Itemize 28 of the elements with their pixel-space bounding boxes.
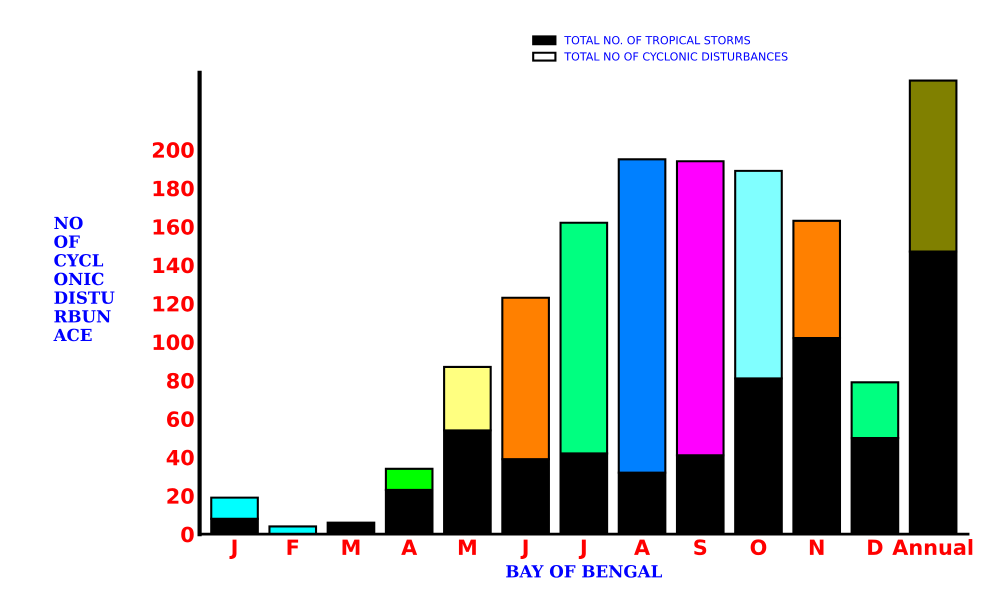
x-tick-label: F (288, 540, 298, 555)
y-tick-label: 200 (152, 142, 194, 158)
y-tick-label: 140 (154, 258, 194, 274)
x-tick-label: J (578, 540, 586, 560)
x-tick-label: Annual (892, 539, 972, 556)
y-tick-label: 180 (154, 180, 194, 196)
x-tick-label: J (520, 540, 528, 560)
x-tick-label: J (229, 540, 236, 560)
y-tick-label: 0 (181, 526, 194, 542)
y-tick-label: 100 (154, 334, 194, 350)
x-tick-label: S (694, 539, 706, 556)
x-axis-title: BAY OF BENGAL (506, 565, 662, 578)
y-tick-label: 120 (154, 296, 194, 312)
x-tick-label: M (458, 540, 476, 555)
x-tick-label: M (342, 540, 360, 555)
x-tick-label: N (810, 540, 824, 555)
y-tick-label: 160 (154, 219, 194, 235)
x-tick-label: O (750, 539, 766, 556)
y-tick-label: 80 (167, 372, 194, 389)
legend-label: TOTAL NO OF CYCLONIC DISTURBANCES (564, 52, 788, 61)
x-tick-label: A (401, 540, 418, 555)
legend-label: TOTAL NO. OF TROPICAL STORMS (564, 36, 750, 44)
x-tick-label: D (868, 540, 882, 555)
x-tick-label: A (634, 540, 650, 555)
y-tick-label: 60 (167, 411, 194, 428)
y-tick-label: 20 (167, 488, 194, 504)
y-axis-title: NO OF CYCL ONIC DISTU RBUN ACE (53, 216, 114, 342)
y-tick-label: 40 (166, 450, 194, 466)
